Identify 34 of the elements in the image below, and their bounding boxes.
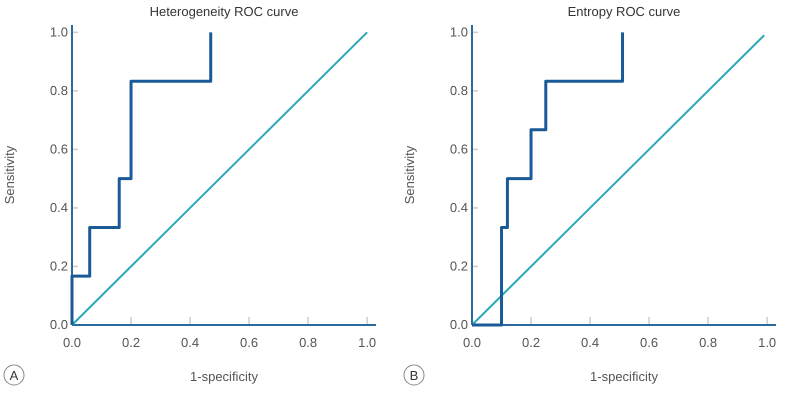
chart-title: Heterogeneity ROC curve: [150, 4, 298, 19]
line-series: [470, 30, 624, 326]
x-tick-label: 0.0: [462, 335, 482, 350]
y-tick-label: 0.2: [450, 258, 468, 274]
chart-title: Entropy ROC curve: [568, 4, 680, 19]
x-tick-label: 0.8: [699, 335, 718, 350]
x-tick-label: 1.0: [358, 335, 376, 350]
x-tick-label: 0.4: [181, 335, 200, 350]
y-tick-label: 0.0: [450, 317, 468, 332]
text: B: [410, 368, 418, 383]
y-tick-label: 0.4: [50, 200, 68, 215]
y-tick-label: 0.2: [50, 258, 68, 274]
y-axis-title: Sensitivity: [2, 145, 17, 204]
x-axis-title: 1-specificity: [190, 369, 258, 384]
y-tick-label: 0.8: [450, 82, 468, 98]
x-tick-label: 0.6: [640, 335, 658, 350]
y-tick-label: 0.6: [450, 141, 468, 156]
y-tick-label: 1.0: [450, 24, 468, 40]
x-tick-label: 1.0: [758, 335, 776, 350]
y-tick-label: 0.4: [450, 200, 468, 215]
y-tick-label: 0.8: [50, 82, 68, 98]
y-tick-label: 0.0: [50, 317, 68, 332]
y-tick-label: 1.0: [50, 24, 68, 40]
x-tick-label: 0.2: [122, 335, 140, 350]
x-tick-label: 0.4: [581, 335, 600, 350]
line-series: [70, 30, 212, 326]
y-axis-title: Sensitivity: [402, 145, 417, 204]
x-tick-label: 0.8: [299, 335, 318, 350]
x-tick-label: 0.6: [240, 335, 258, 350]
y-tick-label: 0.6: [50, 141, 68, 156]
x-axis-title: 1-specificity: [590, 369, 658, 384]
text: A: [10, 368, 19, 383]
x-tick-label: 0.0: [62, 335, 82, 350]
x-tick-label: 0.2: [522, 335, 540, 350]
